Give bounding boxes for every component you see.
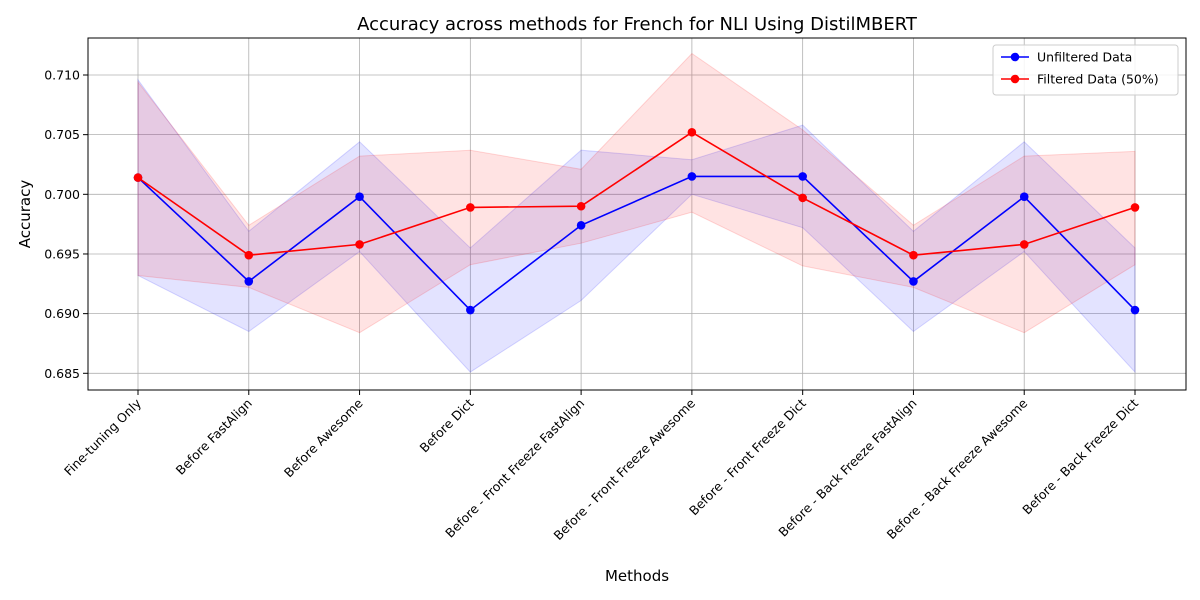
y-tick-label: 0.710 [44,67,80,82]
x-tick-label: Before FastAlign [173,396,255,478]
series-line-1 [137,131,1136,257]
data-point [466,203,475,212]
confidence-band-1 [137,52,1136,334]
x-axis-label: Methods [605,567,669,585]
x-tick-label: Before Awesome [281,395,366,480]
data-point [576,221,586,230]
data-point [909,277,918,286]
data-point [798,193,807,203]
series-line-0 [137,175,1136,312]
y-tick-label: 0.695 [44,246,80,261]
y-tick-label: 0.690 [44,306,80,321]
data-point [244,277,254,286]
x-tick-label: Before Dict [417,395,477,455]
legend-label: Filtered Data (50%) [1037,72,1159,87]
y-tick-label: 0.700 [44,187,80,202]
legend-swatch-marker [1010,52,1020,62]
data-point [355,192,364,201]
confidence-bands [137,52,1136,374]
data-point [1130,305,1140,315]
legend-swatch-marker [1010,74,1020,84]
data-point [1130,203,1140,212]
grid [88,38,1186,390]
y-tick-label: 0.685 [44,366,80,381]
confidence-band-0 [137,78,1136,374]
data-point [355,240,364,249]
x-tick-label: Fine-tuning Only [61,395,145,479]
legend-label: Unfiltered Data [1037,50,1132,65]
plot-frame [87,37,1187,391]
data-point [909,250,918,260]
data-point [244,250,254,260]
x-axis-ticks: Fine-tuning Only Before FastAlign Before A… [61,390,1141,543]
legend: Unfiltered Data Filtered Data (50%) [992,44,1179,96]
data-point [133,173,143,182]
series-points [133,127,1140,315]
x-tick-label: Before - Back Freeze Dict [1019,395,1141,517]
chart-title: Accuracy across methods for French for N… [357,14,918,35]
data-point [576,201,586,211]
y-tick-label: 0.705 [44,127,80,142]
x-tick-label: Before - Front Freeze Dict [686,395,809,518]
data-point [466,305,475,315]
data-point [1019,240,1029,249]
data-point [1019,192,1029,201]
series-lines [137,131,1136,312]
data-point [687,172,697,181]
y-axis-label: Accuracy [16,180,34,249]
legend-box [992,44,1179,96]
y-axis-ticks: 0.685 0.690 0.695 0.700 0.705 0.710 [44,67,88,381]
data-point [687,127,697,137]
data-point [798,172,807,181]
